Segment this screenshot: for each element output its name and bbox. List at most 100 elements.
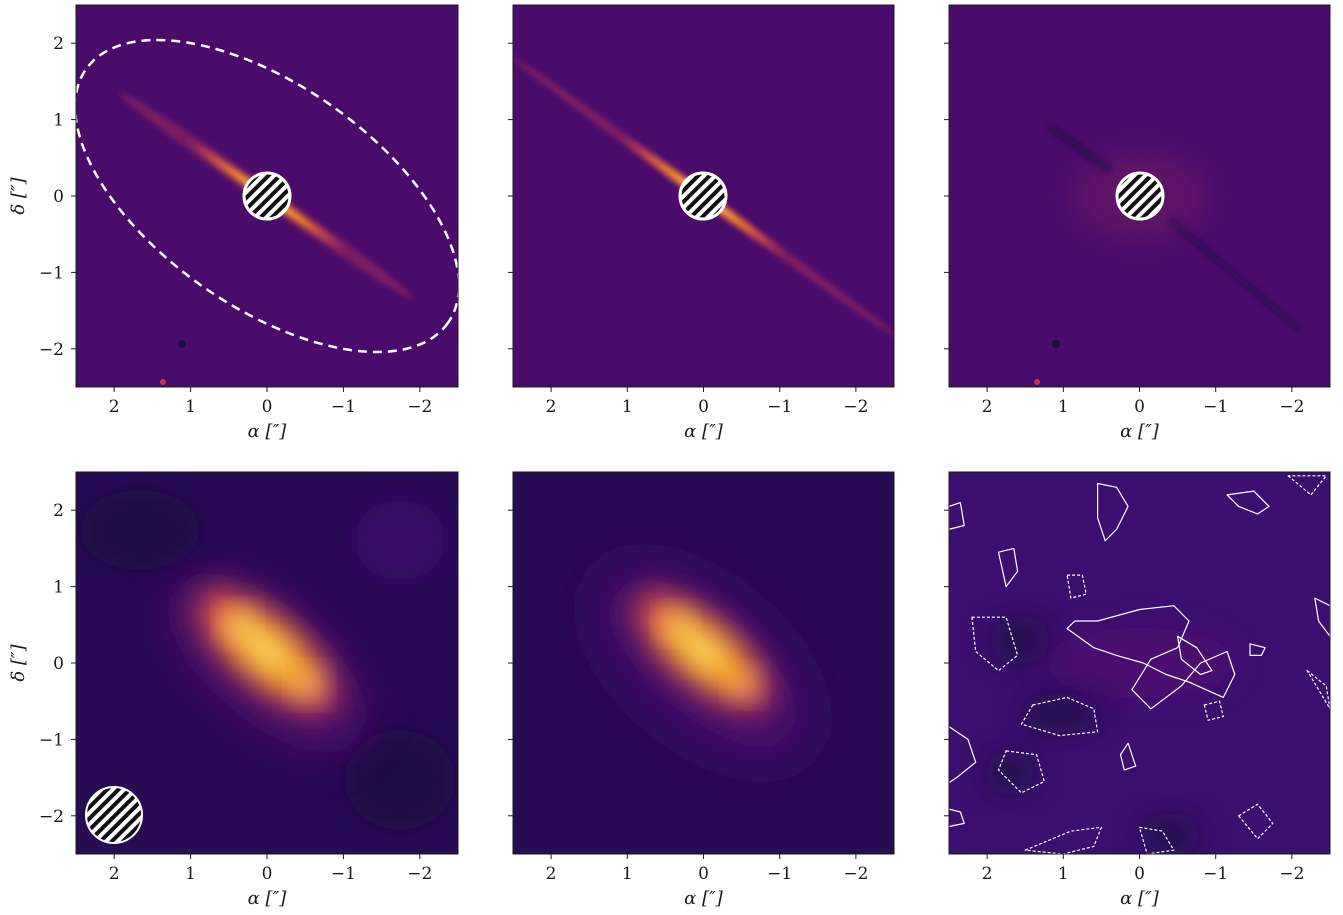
residual-dark-1 [990, 615, 1050, 665]
residual-mm [949, 475, 1330, 854]
y-tick-label: −2 [39, 807, 64, 827]
x-axis-label: α [″] [684, 421, 724, 442]
contour-negative [1066, 574, 1087, 599]
x-tick-label: 1 [185, 864, 196, 884]
residual-dark-1 [1048, 124, 1112, 173]
mm-peak-1 [662, 611, 688, 637]
mm-peak-1 [224, 610, 252, 638]
contour-positive [1226, 490, 1270, 515]
y-tick-label: −2 [39, 340, 64, 360]
contour-positive [1119, 742, 1137, 771]
x-tick-label: 2 [546, 397, 557, 417]
x-tick-label: 0 [1134, 397, 1145, 417]
contour-positive [1096, 482, 1129, 542]
contour-positive [1249, 643, 1266, 657]
residual-dark-4 [985, 751, 1035, 795]
coronagraph-mask [678, 171, 728, 221]
x-tick-label: 1 [1058, 397, 1069, 417]
background-source-2 [1034, 379, 1040, 385]
axes-layer: 2 1 0 −1 −2 2 1 0 −1 −2 α [″] δ [″] 2 1 0 −1 −2 α [″] 2 1 0 −… [8, 34, 1304, 909]
x-tick-label: −2 [407, 397, 432, 417]
x-tick-label: 2 [982, 397, 993, 417]
x-tick-label: −2 [843, 397, 868, 417]
contour-negative [1237, 803, 1274, 840]
panel-bottom-left [75, 471, 459, 855]
contour-negative [1287, 475, 1327, 496]
panel-bottom-middle [512, 471, 895, 855]
residual-dark-2 [1168, 218, 1302, 332]
background-source-1 [1052, 340, 1060, 348]
residual-contours [949, 475, 1330, 854]
y-tick-label: 1 [53, 578, 64, 598]
x-tick-label: 0 [698, 397, 709, 417]
x-tick-label: 0 [698, 864, 709, 884]
contour-positive [1176, 635, 1213, 676]
contour-positive [949, 808, 965, 828]
contour-negative [1203, 700, 1224, 721]
mm-image [80, 490, 455, 830]
x-tick-label: 1 [1058, 864, 1069, 884]
y-axis-label: δ [″] [8, 643, 29, 681]
y-tick-label: −1 [39, 263, 64, 283]
y-tick-label: 2 [53, 501, 64, 521]
panel-bottom-right [948, 471, 1331, 855]
beam-ellipse [85, 786, 143, 844]
x-tick-label: 1 [185, 397, 196, 417]
contour-negative [1138, 826, 1175, 854]
x-tick-label: −2 [1279, 864, 1304, 884]
contour-positive [1314, 597, 1330, 637]
x-tick-label: 2 [982, 864, 993, 884]
x-tick-label: −2 [1279, 397, 1304, 417]
x-axis-label: α [″] [248, 421, 288, 442]
y-tick-label: −1 [39, 730, 64, 750]
x-tick-label: −1 [1203, 397, 1228, 417]
contour-negative [1020, 696, 1099, 737]
panel-top-right [948, 4, 1331, 388]
contour-positive [949, 725, 977, 784]
noise-dark-2 [345, 730, 455, 830]
x-axis-label: α [″] [1120, 888, 1160, 909]
coronagraph-mask [1115, 171, 1165, 221]
residual-dark-3 [1140, 813, 1200, 854]
x-tick-label: 0 [1134, 864, 1145, 884]
mm-model [574, 544, 832, 782]
panel-top-middle [512, 4, 895, 388]
contour-negative [1306, 669, 1330, 710]
noise-dark-1 [80, 490, 200, 570]
x-tick-label: −1 [767, 397, 792, 417]
x-tick-label: 2 [546, 864, 557, 884]
x-axis-label: α [″] [1120, 421, 1160, 442]
y-tick-label: 1 [53, 111, 64, 131]
contour-negative [1024, 826, 1103, 854]
background-source-2 [160, 379, 166, 385]
x-axis-label: α [″] [248, 888, 288, 909]
y-tick-label: 0 [53, 654, 64, 674]
contour-positive [1066, 605, 1236, 710]
contour-negative [997, 750, 1045, 794]
x-tick-label: 2 [109, 397, 120, 417]
x-tick-label: −1 [767, 864, 792, 884]
x-tick-label: 1 [622, 864, 633, 884]
y-tick-label: 2 [53, 34, 64, 54]
panel-top-left [73, 4, 461, 388]
coronagraph-mask [242, 171, 292, 221]
x-tick-label: −2 [407, 864, 432, 884]
noise-bright-1 [355, 500, 445, 580]
dashed-ellipse-annotation [73, 38, 461, 354]
x-tick-label: 0 [262, 864, 273, 884]
x-tick-label: 2 [109, 864, 120, 884]
x-tick-label: 1 [622, 397, 633, 417]
contour-positive [997, 547, 1019, 588]
mm-peak-2 [732, 672, 758, 698]
mm-peak-2 [295, 671, 323, 699]
contour-positive [949, 502, 965, 530]
x-axis-label: α [″] [684, 888, 724, 909]
y-axis-label: δ [″] [8, 176, 29, 214]
x-tick-label: −1 [331, 864, 356, 884]
x-tick-label: −2 [843, 864, 868, 884]
background-source-1 [178, 340, 186, 348]
x-tick-label: 0 [262, 397, 273, 417]
residual-bright [1045, 628, 1235, 698]
y-tick-label: 0 [53, 187, 64, 207]
